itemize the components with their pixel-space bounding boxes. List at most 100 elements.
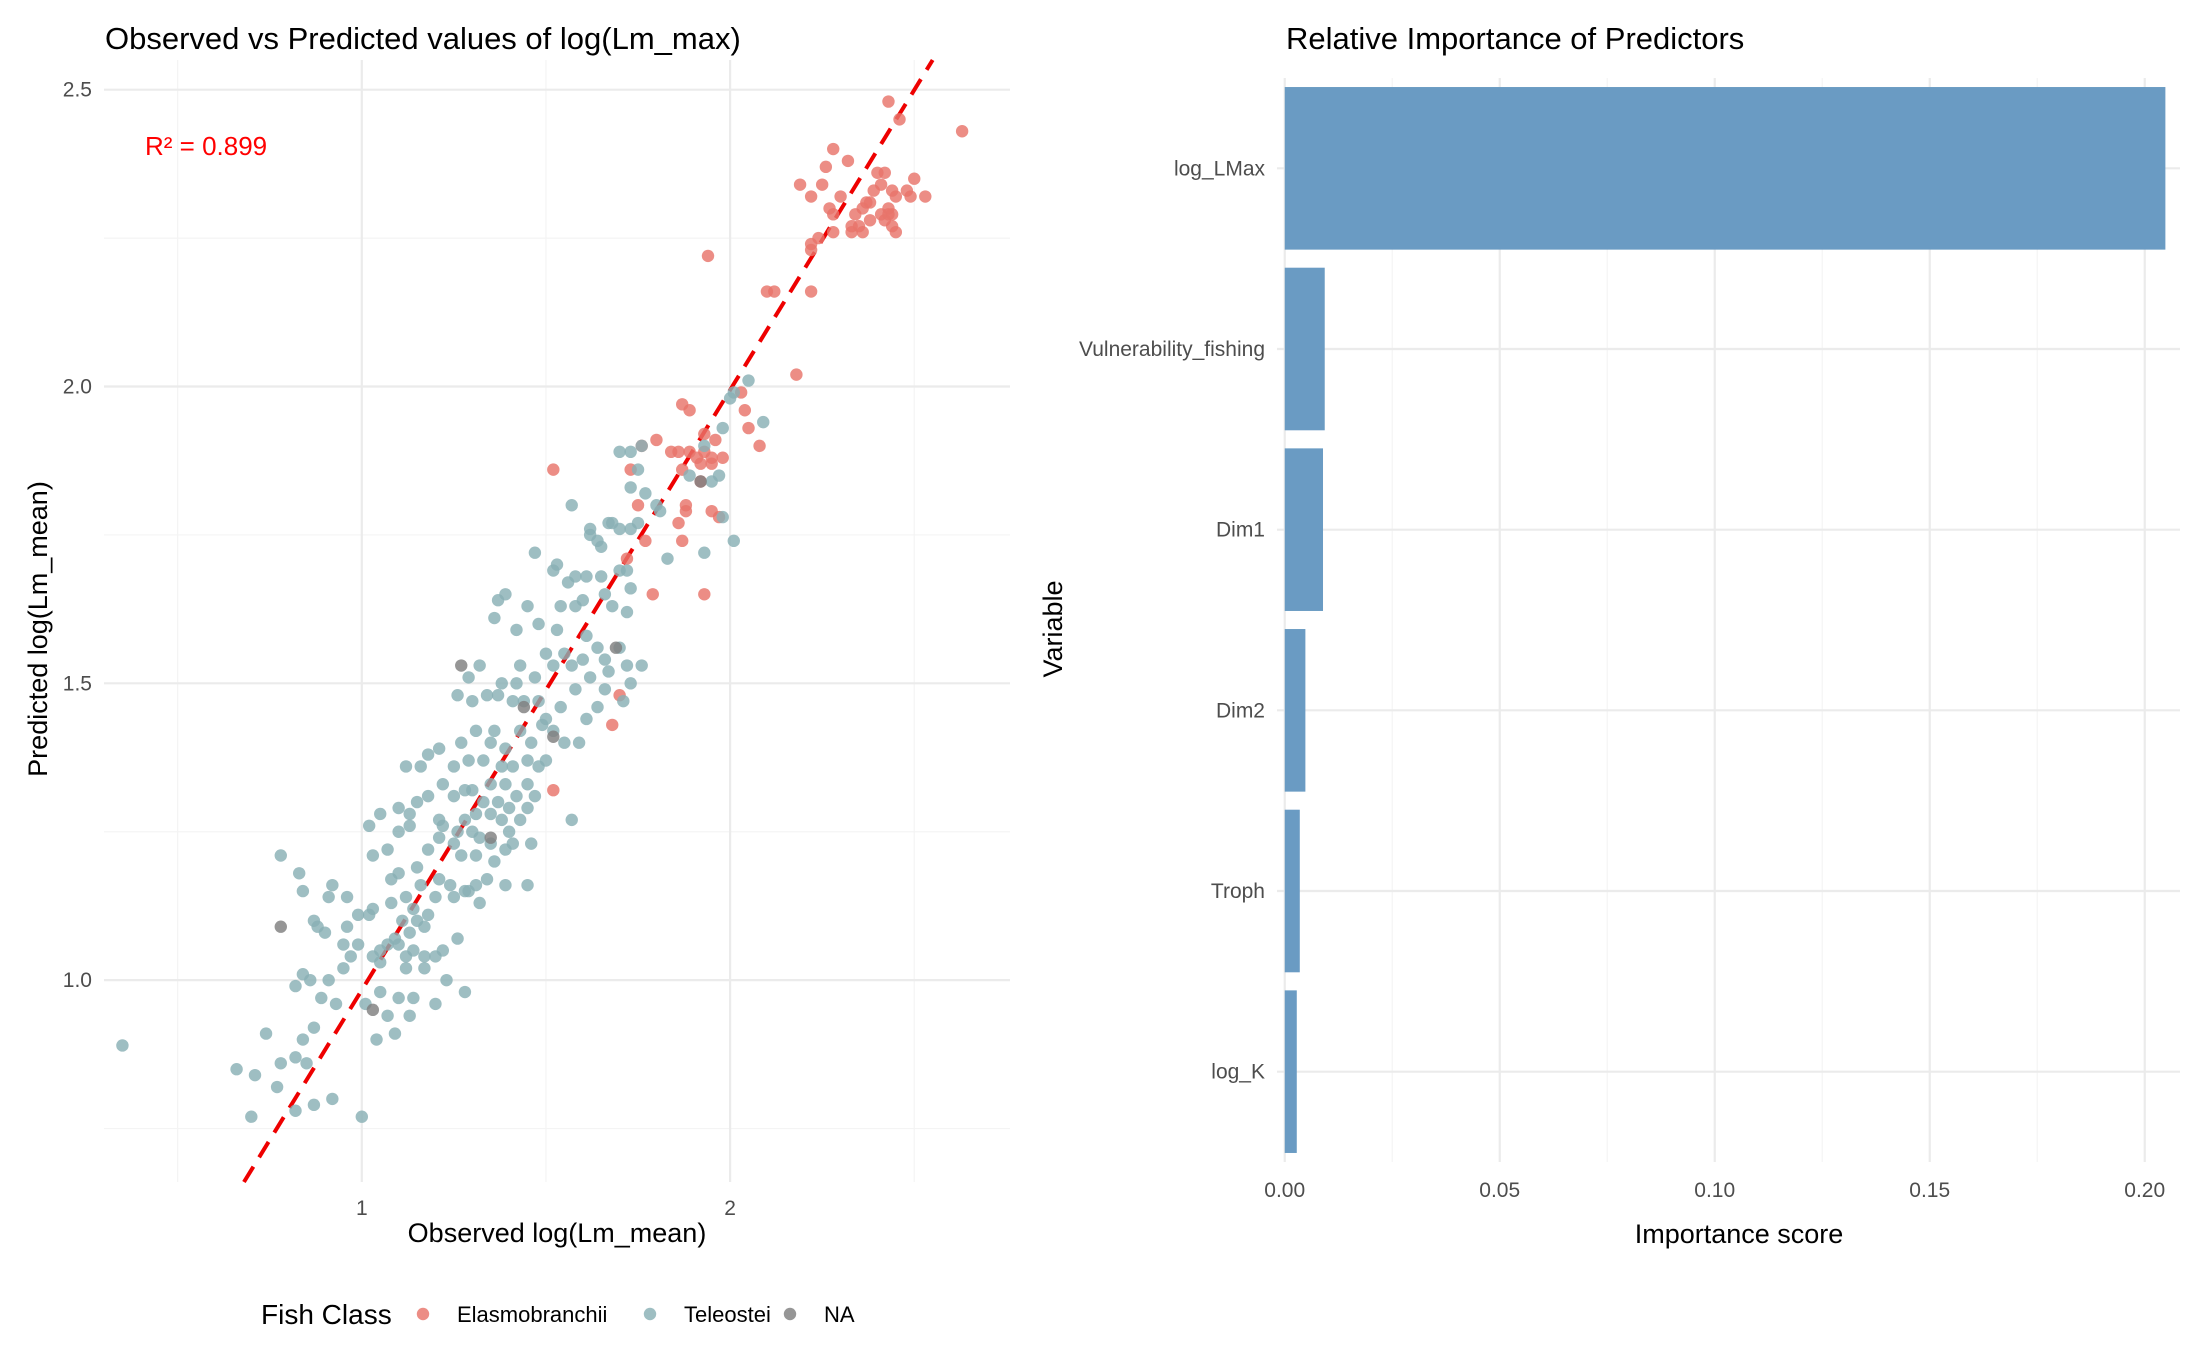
data-point-elasmobranchii [815,178,829,191]
data-point-teleostei [447,890,461,904]
data-point-elasmobranchii [882,95,895,108]
data-point-elasmobranchii [690,451,704,464]
data-point-teleostei [550,623,564,637]
data-point-teleostei [528,789,542,803]
bar-log-lmax [1284,87,2166,250]
data-point-teleostei [712,469,726,482]
data-point-teleostei [521,599,534,613]
data-point-teleostei [296,968,310,981]
category-label: log_K [1211,1061,1265,1084]
y-tick-label: 2.0 [63,376,92,399]
data-point-teleostei [716,510,729,524]
data-point-teleostei [421,789,435,803]
data-point-na [547,730,560,743]
data-point-teleostei [488,724,501,738]
data-point-elasmobranchii [705,451,718,464]
data-point-teleostei [436,944,450,957]
data-point-teleostei [495,677,508,690]
reference-line [242,58,935,1184]
data-point-teleostei [403,1009,416,1022]
data-point-elasmobranchii [650,433,663,447]
legend: Fish Class Elasmobranchii Teleostei NA [261,1299,855,1330]
data-point-teleostei [451,932,464,945]
category-label: Troph [1211,880,1265,903]
data-point-teleostei [403,926,416,939]
data-point-teleostei [462,754,475,767]
data-point-teleostei [554,599,567,613]
data-point-teleostei [536,718,549,732]
data-point-teleostei [436,819,450,833]
data-point-teleostei [322,973,335,987]
data-point-elasmobranchii [819,160,833,174]
data-point-teleostei [421,748,435,761]
data-point-elasmobranchii [845,220,858,233]
data-point-teleostei [274,849,287,862]
reference-line-group [242,58,935,1184]
data-point-na [517,700,531,714]
data-point-teleostei [716,421,729,435]
data-point-elasmobranchii [716,451,729,464]
legend-label: Elasmobranchii [457,1302,607,1327]
data-point-elasmobranchii [631,499,645,512]
data-point-teleostei [414,760,427,773]
data-point-teleostei [451,689,464,702]
data-point-teleostei [698,439,711,453]
legend-label: Teleostei [684,1302,771,1327]
data-point-teleostei [248,1068,262,1082]
data-point-teleostei [374,956,387,969]
data-point-elasmobranchii [676,534,689,548]
data-point-teleostei [259,1027,273,1040]
data-point-teleostei [502,825,516,838]
importance-x-axis-label: Importance score [1635,1219,1844,1249]
data-point-teleostei [510,789,523,803]
data-point-elasmobranchii [683,404,696,417]
data-point-teleostei [561,576,575,589]
data-point-teleostei [624,677,637,690]
data-point-teleostei [458,985,472,999]
data-point-teleostei [296,1033,310,1046]
data-point-teleostei [620,605,634,619]
data-point-elasmobranchii [827,225,840,239]
data-point-teleostei [598,653,612,666]
data-point-elasmobranchii [827,208,840,221]
data-point-na [366,1003,380,1017]
data-point-teleostei [539,754,553,767]
data-point-teleostei [572,736,586,749]
x-tick-label: 0.10 [1694,1179,1735,1202]
data-point-elasmobranchii [547,463,560,476]
x-tick-label: 0.15 [1909,1179,1950,1202]
data-point-teleostei [594,570,608,583]
x-tick-label: 0.05 [1479,1179,1520,1202]
data-point-teleostei [355,1110,369,1123]
category-label: log_LMax [1174,157,1266,180]
data-point-teleostei [407,991,420,1005]
data-point-teleostei [399,950,413,963]
legend-key [416,1307,430,1321]
data-point-teleostei [432,742,446,755]
data-point-elasmobranchii [878,166,891,179]
data-point-teleostei [469,807,483,821]
bar-log-k [1284,990,1297,1153]
data-point-elasmobranchii [841,154,855,168]
bars [1284,87,2166,1153]
data-point-teleostei [602,665,615,678]
scatter-points [116,95,969,1123]
data-point-teleostei [491,689,505,702]
data-point-teleostei [521,754,534,767]
data-point-elasmobranchii [867,184,880,197]
data-point-teleostei [539,647,553,660]
data-point-teleostei [440,973,453,987]
data-point-teleostei [392,991,405,1005]
data-point-elasmobranchii [646,588,659,601]
category-label: Vulnerability_fishing [1079,338,1265,361]
data-point-elasmobranchii [908,172,921,185]
data-point-teleostei [469,849,483,862]
data-point-elasmobranchii [827,142,840,156]
data-point-teleostei [558,647,571,660]
data-point-teleostei [617,694,630,708]
y-tick-labels: 1.0 1.5 2.0 2.5 [63,79,92,992]
data-point-teleostei [407,902,420,916]
data-point-teleostei [399,760,413,773]
